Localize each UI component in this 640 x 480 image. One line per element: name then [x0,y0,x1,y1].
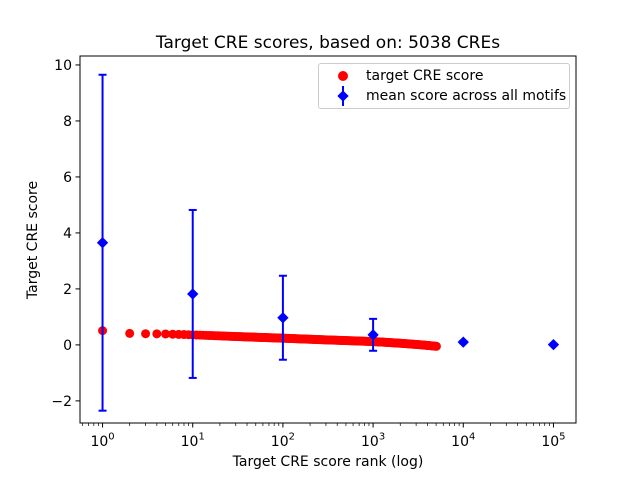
x-axis-label: Target CRE score rank (log) [232,454,424,470]
series-mean-score [96,73,560,412]
y-axis-label: Target CRE score [25,180,41,300]
legend: target CRE score mean score across all m… [318,63,570,109]
chart-title: Target CRE scores, based on: 5038 CREs [155,33,501,53]
axis-ticks [75,64,554,428]
x-tick-label: 102 [271,432,295,451]
legend-marker-cell [319,71,366,81]
legend-label: target CRE score [366,68,484,84]
axes-frame [79,55,577,424]
y-tick-label: 8 [63,114,72,130]
y-tick-label: −2 [51,394,72,410]
red-circle-marker-icon [337,71,348,81]
y-tick-label: 0 [63,338,72,354]
y-tick-label: 4 [63,226,72,242]
x-tick-label: 104 [451,432,475,451]
legend-item-mean-score: mean score across all motifs [319,86,569,106]
y-tick-label: 6 [63,170,72,186]
blue-diamond-errorbar-marker-icon [336,86,349,106]
x-tick-label: 101 [181,432,205,451]
legend-item-target-cre-score: target CRE score [319,66,569,86]
tick-labels: 100 101 102 103 104 105 −2 0 2 4 6 8 10 [51,58,565,450]
x-tick-label: 100 [90,432,114,451]
y-tick-label: 10 [54,58,72,74]
legend-label: mean score across all motifs [366,88,567,104]
y-tick-label: 2 [63,282,72,298]
x-tick-label: 103 [361,432,385,451]
series-target-cre-score [98,326,441,351]
legend-marker-cell [319,86,366,106]
x-tick-label: 105 [541,432,565,451]
